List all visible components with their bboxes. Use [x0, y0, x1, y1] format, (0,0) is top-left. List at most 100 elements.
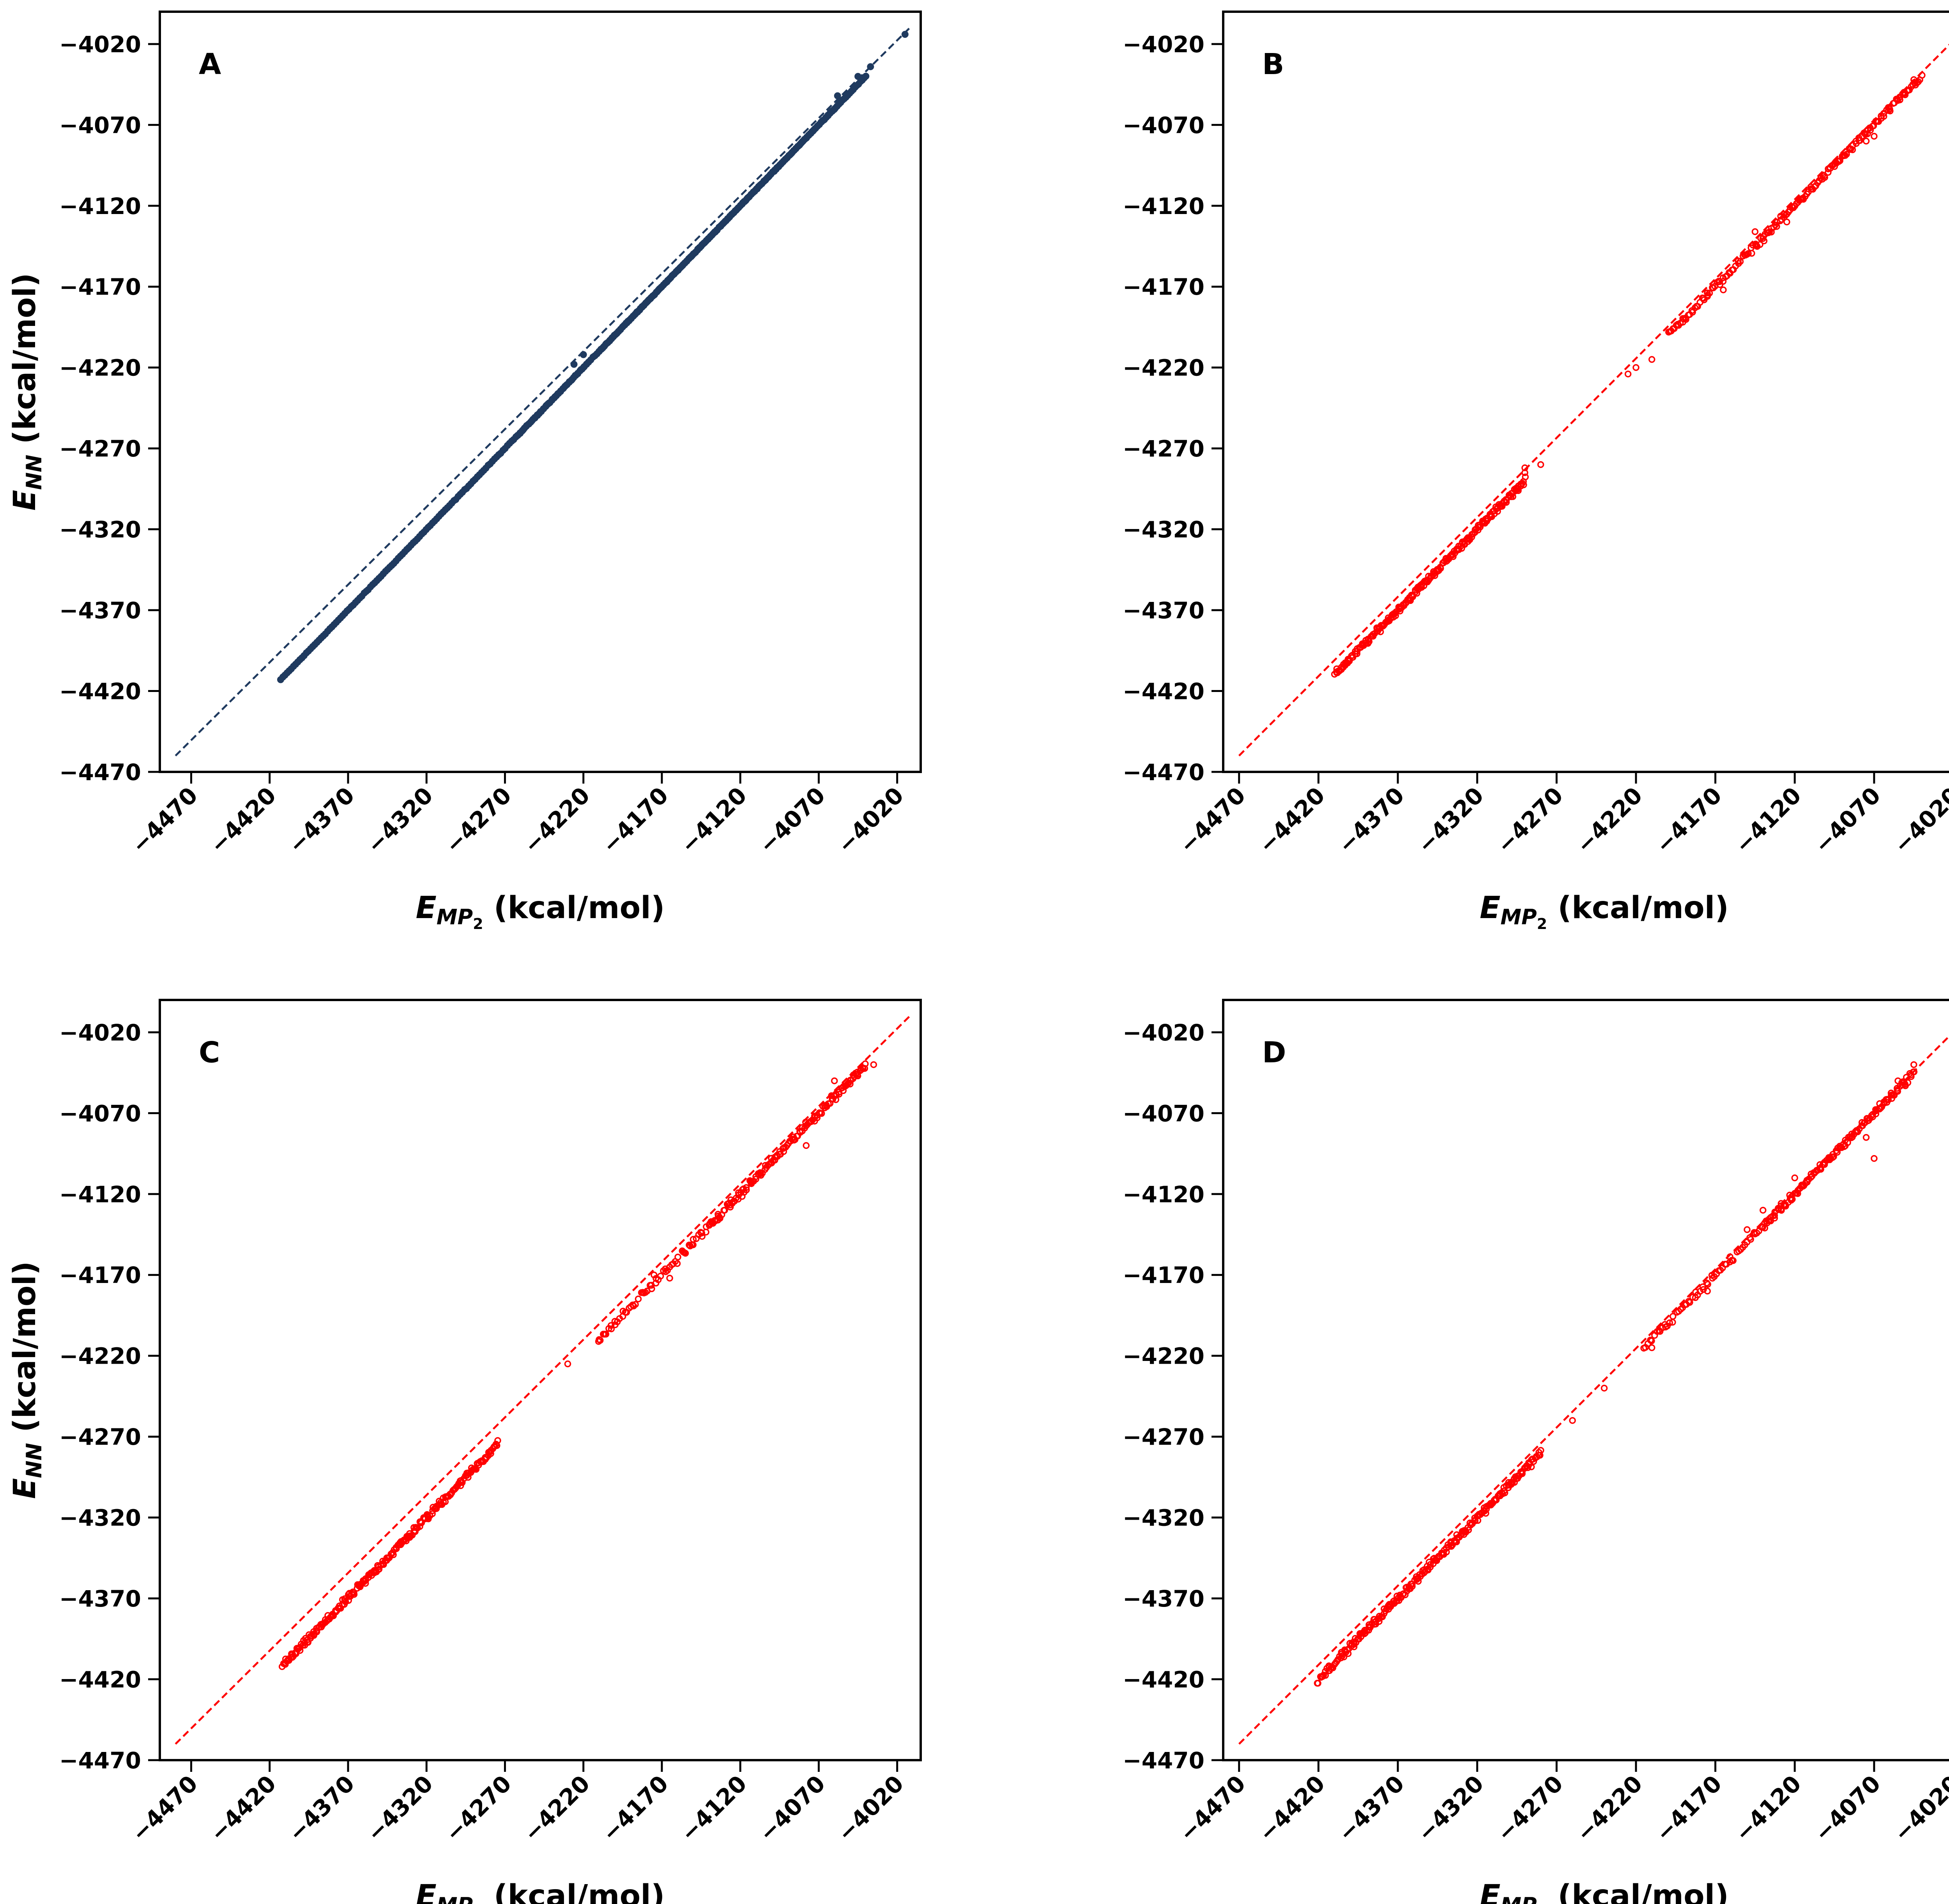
data-point	[743, 1186, 750, 1194]
data-point	[1686, 1299, 1693, 1306]
data-point	[1760, 1207, 1767, 1214]
data-point	[698, 1230, 706, 1237]
x-axis-label-unit: (kcal/mol)	[483, 890, 665, 925]
y-axis-label-main: E	[7, 1478, 42, 1499]
data-point	[1720, 286, 1727, 294]
data-point	[648, 1285, 655, 1292]
data-point	[632, 1301, 639, 1308]
data-point	[350, 1591, 358, 1598]
data-point	[1830, 1153, 1837, 1160]
y-tick-label: −4120	[59, 1181, 141, 1208]
data-point	[1509, 493, 1516, 500]
data-point	[861, 1060, 869, 1067]
data-point	[682, 1250, 689, 1257]
x-axis-label-main: E	[1480, 1879, 1500, 1904]
y-tick-label: −4420	[1123, 1666, 1204, 1693]
data-point	[1747, 1236, 1754, 1243]
data-point	[1777, 217, 1784, 225]
y-tick-label: −4320	[1123, 1505, 1204, 1531]
axes-frame	[1222, 11, 1949, 773]
data-point	[831, 1077, 838, 1085]
data-point	[583, 360, 590, 368]
y-tick-label: −4320	[59, 517, 141, 543]
data-point	[1862, 138, 1870, 145]
data-point	[716, 1215, 723, 1222]
data-point	[1891, 1092, 1898, 1099]
data-point	[686, 1241, 693, 1249]
data-point	[1896, 96, 1903, 103]
x-axis-label: EMP2 (kcal/mol)	[416, 890, 665, 933]
y-tick-label: −4020	[59, 1019, 141, 1046]
data-point	[1537, 1452, 1544, 1459]
x-axis-label-subsub: 2	[1537, 915, 1547, 933]
y-tick-label: −4120	[1123, 1181, 1204, 1208]
data-point	[1744, 1226, 1751, 1233]
y-tick-label: −4170	[59, 1262, 141, 1288]
data-point	[1648, 1344, 1655, 1351]
y-tick-label: −4320	[59, 1505, 141, 1531]
data-point	[1648, 1337, 1655, 1345]
data-point	[1392, 612, 1399, 619]
y-tick-label: −4470	[1123, 1747, 1204, 1774]
data-point	[861, 1065, 868, 1072]
y-tick-label: −4220	[1123, 1343, 1204, 1370]
data-point	[1849, 146, 1856, 153]
data-point	[1501, 1489, 1509, 1497]
axes-frame	[159, 11, 922, 773]
data-point	[1748, 250, 1755, 257]
data-point	[1844, 1139, 1851, 1146]
data-point	[629, 1301, 636, 1309]
data-point	[1910, 1061, 1917, 1068]
data-point	[1569, 1417, 1576, 1424]
data-point	[1869, 1111, 1876, 1118]
data-point	[1756, 241, 1763, 248]
data-point	[1530, 1458, 1537, 1465]
panel-label: B	[1262, 48, 1284, 81]
reference-diagonal-line	[175, 27, 911, 757]
reference-diagonal-line	[1238, 1035, 1949, 1745]
data-point	[1503, 497, 1510, 504]
data-point	[1737, 258, 1744, 265]
data-point	[1849, 142, 1857, 149]
data-point	[1377, 628, 1384, 635]
y-tick-label: −4120	[59, 193, 141, 219]
y-tick-label: −4220	[1123, 355, 1204, 381]
x-axis-label: EMP2 (kcal/mol)	[1480, 890, 1729, 933]
data-point	[607, 1322, 615, 1329]
y-tick-label: −4420	[59, 1666, 141, 1693]
data-point	[1751, 228, 1759, 235]
y-tick-label: −4170	[59, 274, 141, 300]
data-point	[1648, 356, 1655, 363]
x-axis-label-main: E	[416, 1879, 436, 1904]
data-point	[362, 1580, 369, 1587]
data-point	[1894, 1077, 1901, 1085]
data-point	[702, 1228, 709, 1236]
data-point	[296, 1647, 304, 1654]
x-axis-label: EMP2 (kcal/mol)	[1480, 1879, 1729, 1904]
data-point	[1760, 237, 1768, 244]
y-tick-label: −4420	[1123, 678, 1204, 704]
x-axis-label-sub: MP	[1500, 905, 1537, 929]
data-point	[1885, 1096, 1892, 1103]
data-point	[416, 1523, 423, 1530]
data-point	[1910, 1068, 1918, 1076]
x-axis-label-main: E	[416, 890, 436, 925]
data-point	[1871, 133, 1878, 140]
data-point	[1329, 1664, 1337, 1672]
data-point	[596, 1336, 603, 1343]
y-tick-label: −4470	[59, 759, 141, 786]
data-point	[657, 1272, 664, 1280]
y-axis-label: ENN (kcal/mol)	[7, 1261, 46, 1499]
data-point	[1817, 1166, 1824, 1173]
data-point	[1716, 278, 1723, 285]
x-axis-label-sub: MP	[437, 905, 473, 929]
y-tick-label: −4070	[59, 112, 141, 138]
y-tick-label: −4370	[59, 1585, 141, 1612]
data-point	[1521, 464, 1528, 471]
data-point	[1783, 218, 1790, 226]
x-axis-label-sub: MP	[437, 1893, 473, 1904]
data-point	[1807, 1174, 1815, 1181]
y-tick-label: −4470	[1123, 759, 1204, 786]
data-point	[1474, 1517, 1482, 1524]
